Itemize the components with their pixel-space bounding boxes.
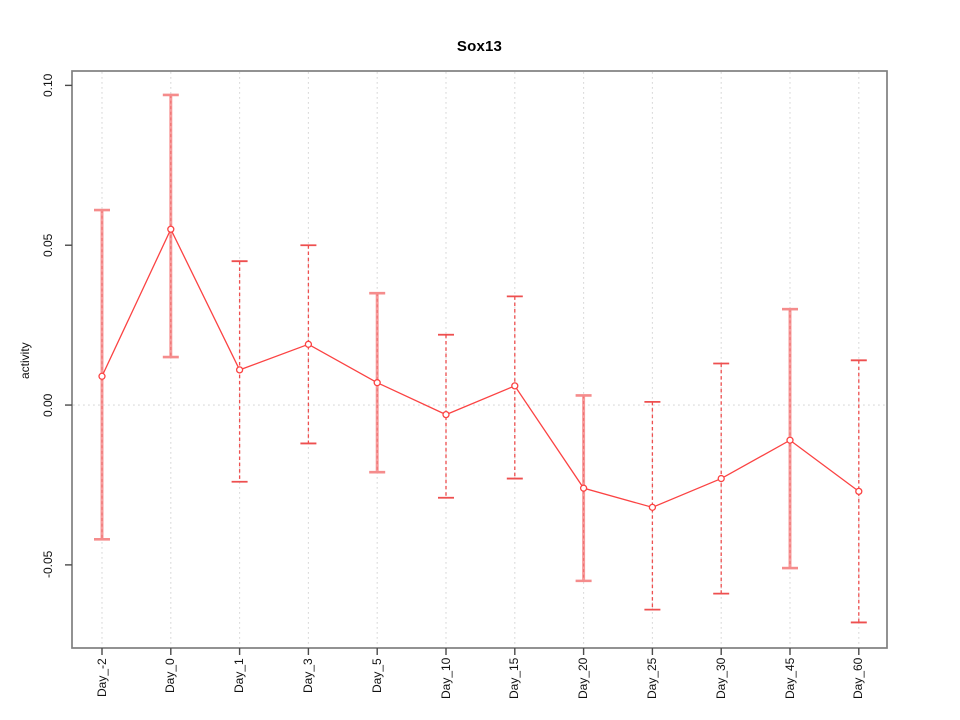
data-point: [304, 340, 313, 348]
data-point: [786, 436, 794, 444]
chart-title: Sox13: [456, 38, 503, 55]
data-point: [648, 503, 657, 511]
data-point: [235, 366, 244, 374]
data-point: [167, 225, 175, 233]
data-point: [373, 379, 381, 387]
data-point: [442, 410, 450, 419]
data-point: [855, 487, 863, 496]
data-point: [717, 474, 725, 483]
plot-border: [71, 70, 888, 649]
data-point: [579, 484, 588, 492]
series-line: [101, 227, 860, 509]
data-point: [511, 382, 519, 390]
data-point: [98, 372, 106, 380]
